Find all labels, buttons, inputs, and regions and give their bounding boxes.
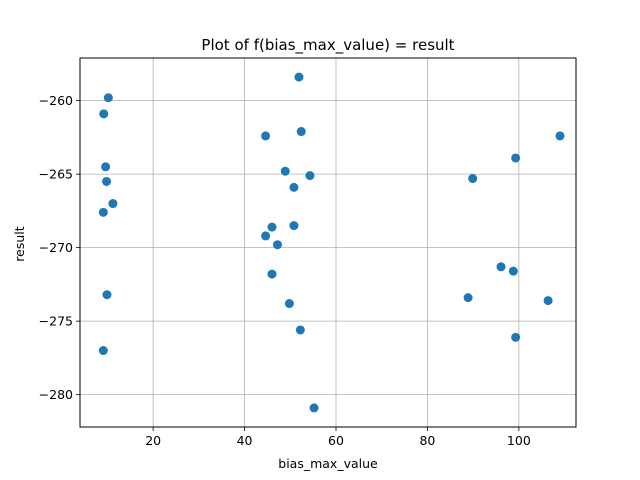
y-tick-label: −260 (39, 93, 73, 108)
y-tick-label: −275 (39, 314, 73, 329)
data-point (289, 182, 299, 192)
data-point (261, 231, 271, 241)
data-point (267, 222, 277, 232)
data-point (555, 131, 565, 141)
data-point (511, 332, 521, 342)
data-point (508, 266, 518, 276)
x-tick-label: 80 (419, 433, 435, 448)
data-point (463, 293, 473, 303)
y-tick-label: −270 (39, 240, 73, 255)
data-point (511, 153, 521, 163)
data-point (295, 325, 305, 335)
data-point (496, 262, 506, 272)
data-point (267, 269, 277, 279)
data-point (102, 176, 112, 186)
data-point (294, 72, 304, 82)
data-point (280, 166, 290, 176)
y-axis-title: result (12, 226, 27, 261)
data-point (284, 299, 294, 309)
x-tick-label: 60 (328, 433, 344, 448)
x-tick-label: 40 (237, 433, 253, 448)
data-point (272, 240, 282, 250)
data-point (98, 207, 108, 217)
data-point (98, 346, 108, 356)
data-point (309, 403, 319, 413)
data-point (289, 221, 299, 231)
data-point (305, 171, 315, 181)
data-point (543, 296, 553, 306)
y-tick-label: −265 (39, 167, 73, 182)
x-tick-label: 100 (507, 433, 531, 448)
data-point (101, 162, 111, 172)
plot-area: 20 40 60 80 100 −260 −265 −270 −275 −280 (39, 57, 577, 448)
data-point (99, 109, 109, 119)
data-point (296, 127, 306, 137)
chart-title: Plot of f(bias_max_value) = result (201, 36, 454, 55)
data-point (261, 131, 271, 141)
data-point (102, 290, 112, 300)
x-axis-title: bias_max_value (278, 456, 378, 471)
data-point (103, 93, 113, 103)
y-tick-label: −280 (39, 387, 73, 402)
axes-frame (79, 57, 577, 428)
data-point (468, 174, 478, 184)
x-tick-label: 20 (145, 433, 161, 448)
data-point (108, 199, 118, 209)
